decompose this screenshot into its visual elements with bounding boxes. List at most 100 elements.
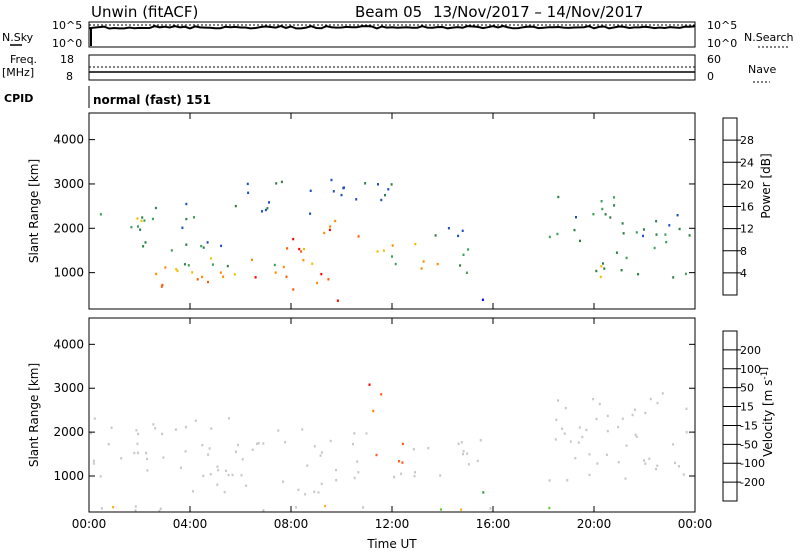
range-cell (588, 473, 591, 477)
range-cell (137, 225, 139, 228)
range-cell (90, 431, 93, 435)
range-cell (393, 475, 396, 479)
range-cell (141, 216, 144, 219)
range-cell (185, 202, 188, 206)
range-cell (170, 249, 173, 252)
range-cell (457, 234, 460, 238)
range-cell (226, 264, 229, 268)
range-cell (556, 232, 559, 236)
range-cell (176, 269, 179, 273)
range-cell (672, 443, 675, 446)
colorbar-tick-label: -100 (740, 457, 765, 470)
range-cell (598, 402, 601, 406)
range-cell (261, 210, 263, 213)
range-cell (268, 201, 270, 204)
x-tick-label: 00:00 (678, 517, 713, 531)
range-cell (282, 480, 285, 483)
range-cell (592, 213, 595, 216)
range-cell (208, 447, 211, 450)
nave-tick-bottom: 0 (707, 70, 714, 83)
range-cell (391, 244, 394, 247)
range-cell (621, 417, 624, 420)
range-cell (353, 476, 356, 480)
range-cell (548, 506, 551, 510)
range-cell (146, 457, 149, 461)
x-tick-label: 08:00 (274, 517, 309, 531)
range-cell (206, 241, 209, 244)
range-cell (676, 214, 679, 217)
range-cell (257, 442, 260, 445)
x-tick-label: 20:00 (577, 517, 612, 531)
range-cell (227, 417, 230, 420)
range-cell (420, 267, 423, 270)
range-cell (193, 216, 195, 219)
range-cell (151, 217, 154, 221)
range-cell (613, 196, 615, 199)
range-cell (335, 468, 338, 472)
range-cell (605, 453, 608, 456)
range-cell (187, 264, 190, 267)
range-cell (595, 269, 598, 273)
range-cell (613, 204, 616, 207)
range-cell (309, 212, 312, 215)
time-axis-label: Time UT (366, 537, 417, 551)
range-cell (146, 469, 149, 472)
range-cell (309, 189, 312, 192)
range-cell (574, 457, 577, 460)
x-tick-label: 04:00 (173, 517, 208, 531)
range-cell (412, 448, 415, 451)
range-cell (303, 247, 305, 251)
range-cell (222, 275, 225, 278)
range-cell (135, 429, 138, 432)
range-cell (555, 418, 558, 421)
range-cell (352, 442, 354, 446)
range-cell (625, 256, 628, 260)
y-tick-label: 2000 (53, 425, 84, 439)
nave-label: Nave (748, 63, 776, 76)
range-cell (655, 220, 658, 223)
range-cell (183, 263, 186, 266)
range-cell (313, 490, 316, 493)
range-cell (364, 182, 367, 185)
range-cell (332, 190, 335, 193)
range-cell (436, 262, 439, 266)
range-cell (328, 228, 331, 232)
y-tick-label: 3000 (53, 381, 84, 395)
range-cell (596, 462, 599, 465)
range-cell (465, 271, 468, 274)
freq-label: Freq. (10, 53, 37, 66)
range-cell (164, 266, 167, 269)
range-cell (661, 392, 664, 395)
power-background (89, 113, 695, 309)
range-cell (196, 278, 199, 281)
range-cell (356, 460, 359, 463)
colorbar-tick-label: 8 (740, 245, 747, 258)
range-cell (390, 183, 393, 186)
range-cell (247, 191, 250, 194)
range-cell (162, 456, 165, 459)
range-cell (202, 474, 205, 478)
range-cell (209, 473, 212, 476)
range-cell (569, 440, 572, 443)
range-cell (304, 493, 307, 496)
velocity-background (89, 318, 695, 512)
range-cell (557, 195, 560, 199)
range-cell (422, 260, 425, 263)
range-cell (262, 509, 265, 512)
range-cell (585, 428, 588, 432)
freq-unit: [MHz] (2, 66, 34, 79)
velocity-x-ticks: 00:00 04:00 08:00 12:00 16:00 20:00 00:00 (72, 318, 713, 531)
cpid-panel: CPID normal (fast) 151 (4, 86, 211, 108)
y-tick-label: 4000 (53, 337, 84, 351)
colorbar-tick-label: -15 (740, 419, 758, 432)
range-cell (274, 271, 277, 274)
range-cell (600, 200, 603, 203)
range-cell (440, 508, 442, 511)
range-cell (140, 219, 143, 223)
range-cell (316, 281, 319, 285)
range-cell (320, 482, 323, 485)
range-cell (330, 178, 333, 182)
range-cell (601, 207, 604, 211)
range-cell (414, 243, 417, 246)
range-cell (621, 222, 624, 225)
